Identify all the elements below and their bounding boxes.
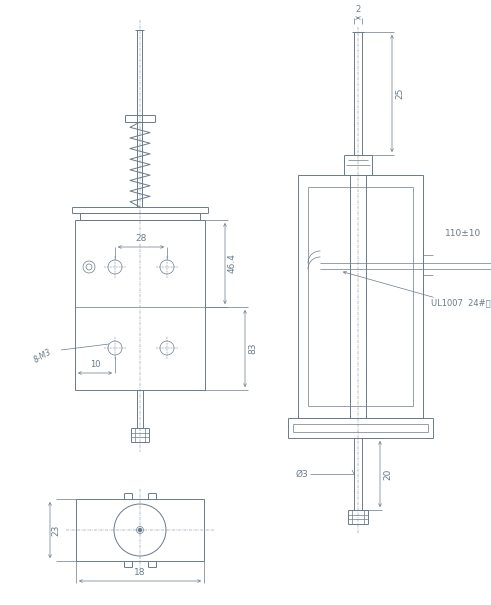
Text: 2: 2 xyxy=(355,5,360,14)
Text: 110±10: 110±10 xyxy=(445,229,481,238)
Text: 20: 20 xyxy=(383,468,392,480)
Text: 46.4: 46.4 xyxy=(228,253,237,273)
Text: 8-M3: 8-M3 xyxy=(32,347,54,365)
Text: 18: 18 xyxy=(134,568,146,577)
Circle shape xyxy=(138,529,141,532)
Text: 25: 25 xyxy=(395,88,404,99)
Text: 23: 23 xyxy=(51,525,60,535)
Text: 83: 83 xyxy=(248,343,257,355)
Text: UL1007  24#红黑色: UL1007 24#红黑色 xyxy=(431,298,491,307)
Bar xyxy=(76,499,204,561)
Text: 10: 10 xyxy=(90,360,100,369)
Bar xyxy=(298,175,423,418)
Text: Ø3: Ø3 xyxy=(295,469,308,479)
Text: 28: 28 xyxy=(136,234,147,243)
Bar xyxy=(75,220,205,390)
